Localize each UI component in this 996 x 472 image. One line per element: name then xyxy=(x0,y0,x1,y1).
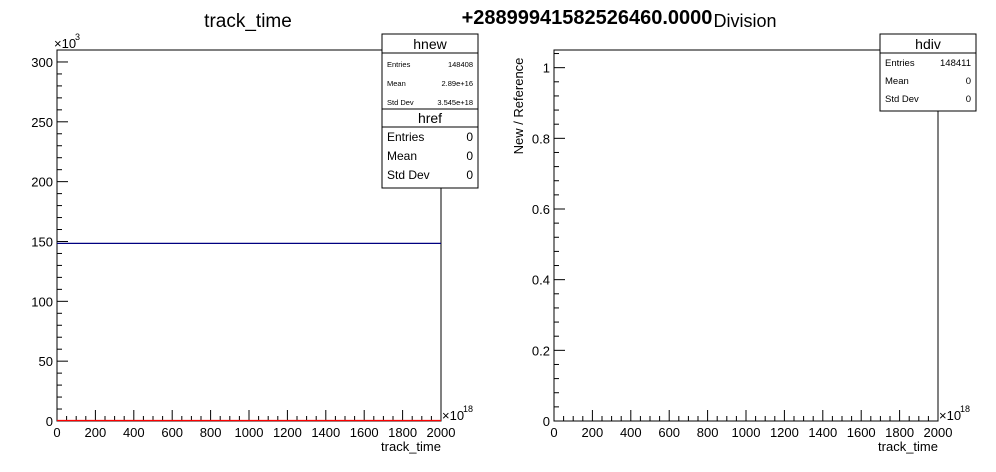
y-tick-label: 0 xyxy=(543,414,550,429)
stats-row-label: Mean xyxy=(387,79,406,88)
stats-row-label: Std Dev xyxy=(885,94,919,105)
x-tick-label: 1600 xyxy=(847,425,876,440)
overlay-value-text: +28899941582526460.0000 xyxy=(462,7,713,29)
stats-box-title: href xyxy=(418,110,442,126)
y-tick-label: 200 xyxy=(31,175,53,190)
x-tick-label: 1200 xyxy=(273,425,302,440)
stats-row-value: 0 xyxy=(466,149,473,163)
x-tick-label: 2000 xyxy=(427,425,456,440)
y-tick-label: 0 xyxy=(46,414,53,429)
stats-row-value: 0 xyxy=(966,76,971,87)
x-tick-label: 1600 xyxy=(350,425,379,440)
stats-box-frame xyxy=(381,108,479,189)
x-axis-multiplier-exponent: 18 xyxy=(463,404,473,414)
x-tick-label: 2000 xyxy=(924,425,953,440)
x-tick-label: 200 xyxy=(85,425,107,440)
y-tick-label: 1 xyxy=(543,61,550,76)
stats-row-label: Entries xyxy=(387,130,424,144)
y-tick-label: 250 xyxy=(31,115,53,130)
x-tick-label: 1000 xyxy=(732,425,761,440)
chart-title: track_time xyxy=(204,11,292,32)
y-tick-label: 0.2 xyxy=(532,343,550,358)
y-tick-label: 0.4 xyxy=(532,273,550,288)
stats-row-label: Mean xyxy=(387,149,417,163)
x-tick-label: 0 xyxy=(53,425,60,440)
stats-row-label: Std Dev xyxy=(387,98,414,107)
y-axis-label: New / Reference xyxy=(511,58,526,155)
y-axis-multiplier: ×10 xyxy=(54,36,76,51)
stats-box-title: hnew xyxy=(413,36,447,52)
y-tick-label: 150 xyxy=(31,234,53,249)
stats-row-label: Entries xyxy=(885,58,915,69)
stats-row-value: 0 xyxy=(466,130,473,144)
stats-box-title: hdiv xyxy=(915,36,941,52)
x-tick-label: 400 xyxy=(620,425,642,440)
stats-row-value: 2.89e+16 xyxy=(442,79,474,88)
x-tick-label: 800 xyxy=(697,425,719,440)
x-tick-label: 0 xyxy=(550,425,557,440)
stats-box-frame xyxy=(879,33,977,112)
y-tick-label: 0.8 xyxy=(532,131,550,146)
chart-title: Division xyxy=(713,11,776,31)
x-tick-label: 1400 xyxy=(808,425,837,440)
stats-box-frame xyxy=(381,33,479,115)
stats-row-value: 0 xyxy=(966,94,971,105)
stats-row-value: 3.545e+18 xyxy=(437,98,473,107)
y-tick-label: 300 xyxy=(31,55,53,70)
stats-row-label: Std Dev xyxy=(387,168,430,182)
x-tick-label: 1400 xyxy=(311,425,340,440)
x-tick-label: 1800 xyxy=(388,425,417,440)
y-axis-multiplier-exponent: 3 xyxy=(75,32,80,42)
x-axis-label: track_time xyxy=(381,439,441,454)
stats-row-label: Mean xyxy=(885,76,909,87)
x-tick-label: 800 xyxy=(200,425,222,440)
stats-row-value: 0 xyxy=(466,168,473,182)
x-tick-label: 400 xyxy=(123,425,145,440)
y-tick-label: 100 xyxy=(31,294,53,309)
y-tick-label: 0.6 xyxy=(532,202,550,217)
x-tick-label: 600 xyxy=(658,425,680,440)
x-tick-label: 1200 xyxy=(770,425,799,440)
x-axis-multiplier: ×10 xyxy=(939,408,961,423)
x-axis-multiplier: ×10 xyxy=(442,408,464,423)
x-tick-label: 1800 xyxy=(885,425,914,440)
x-tick-label: 1000 xyxy=(235,425,264,440)
stats-row-value: 148411 xyxy=(940,58,971,69)
stats-box-href: href Entries 0 Mean 0 Std Dev 0 xyxy=(381,108,479,189)
x-axis-multiplier-exponent: 18 xyxy=(960,404,970,414)
y-tick-label: 50 xyxy=(39,354,53,369)
x-axis-label: track_time xyxy=(878,439,938,454)
x-tick-label: 600 xyxy=(161,425,183,440)
stats-row-label: Entries xyxy=(387,60,411,69)
x-tick-label: 200 xyxy=(582,425,604,440)
stats-row-value: 148408 xyxy=(448,60,473,69)
